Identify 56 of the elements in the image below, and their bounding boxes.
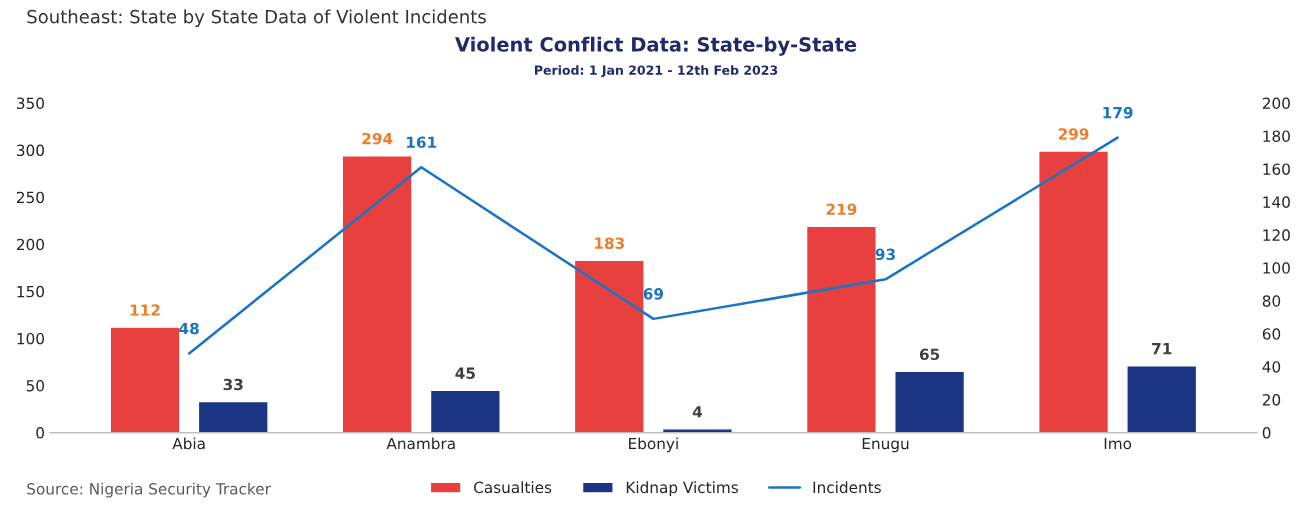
source-note: Source: Nigeria Security Tracker (27, 482, 271, 498)
data-label: 93 (875, 248, 895, 261)
x-tick-label: Imo (1104, 437, 1132, 450)
data-label: 33 (223, 378, 243, 391)
bar (109, 326, 181, 433)
data-label: 45 (455, 367, 475, 379)
y2-tick-label: 60 (1262, 328, 1281, 340)
text: Southeast: State by State Data of Violent Incidents (27, 9, 486, 27)
y-tick-label: 350 (17, 97, 44, 110)
y2-tick-label: 180 (1263, 130, 1290, 142)
bar (661, 428, 733, 433)
bar (1126, 365, 1198, 433)
y2-tick-label: 0 (1262, 427, 1271, 439)
bar (197, 400, 269, 433)
bar (429, 389, 501, 433)
y-tick-label: 250 (16, 191, 44, 204)
data-label: 179 (1103, 106, 1133, 119)
bar (341, 155, 413, 433)
data-label: 48 (179, 322, 199, 335)
data-label: 71 (1152, 343, 1172, 355)
data-label: 219 (826, 203, 857, 216)
y2-tick-label: 120 (1263, 229, 1290, 241)
bar (573, 259, 645, 433)
data-label: 161 (407, 136, 437, 149)
legend-label: Casualties (474, 481, 552, 494)
y-tick-label: 50 (26, 379, 44, 392)
bar (894, 370, 966, 433)
data-label: 294 (362, 132, 393, 145)
data-label: 69 (643, 288, 664, 300)
y2-tick-label: 20 (1262, 394, 1281, 406)
y-tick-label: 0 (36, 427, 44, 439)
x-tick-label: Abia (172, 437, 205, 450)
y2-tick-label: 160 (1263, 163, 1290, 175)
data-label: 112 (130, 304, 160, 316)
y-tick-label: 100 (17, 332, 44, 345)
legend-label: Incidents (813, 481, 881, 494)
data-label: 65 (919, 348, 940, 361)
x-tick-label: Anambra (386, 437, 455, 450)
y2-tick-label: 140 (1263, 196, 1290, 208)
x-tick-label: Enugu (862, 437, 909, 453)
bar (1038, 150, 1110, 433)
chart-subtitle: Period: 1 Jan 2021 - 12th Feb 2023 (535, 65, 778, 78)
y2-tick-label: 40 (1262, 361, 1281, 373)
data-label: 299 (1058, 128, 1089, 140)
y-tick-label: 150 (17, 285, 44, 298)
y2-tick-label: 100 (1263, 262, 1290, 274)
chart-title: Violent Conflict Data: State-by-State (455, 36, 857, 56)
y2-tick-label: 200 (1262, 97, 1290, 110)
bar (805, 225, 877, 433)
data-label: 4 (692, 406, 703, 418)
legend-label: Kidnap Victims (626, 481, 738, 497)
y-tick-label: 200 (16, 238, 44, 251)
data-label: 183 (595, 237, 624, 249)
x-tick-label: Ebonyi (629, 437, 678, 453)
y-tick-label: 300 (17, 144, 44, 157)
y2-tick-label: 80 (1262, 295, 1281, 307)
